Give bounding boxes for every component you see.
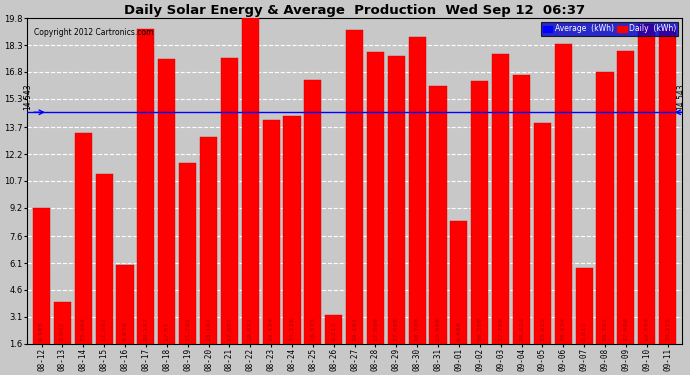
Bar: [618, 51, 634, 344]
Bar: [575, 268, 593, 344]
Bar: [284, 116, 301, 344]
Text: 17.607: 17.607: [227, 317, 232, 341]
Bar: [96, 174, 112, 344]
Bar: [471, 81, 489, 344]
Text: 17.51: 17.51: [164, 321, 169, 341]
Text: 11.701: 11.701: [185, 317, 190, 341]
Text: 3.213: 3.213: [331, 321, 336, 341]
Bar: [179, 163, 196, 344]
Text: 14.318: 14.318: [290, 317, 295, 341]
Text: Copyright 2012 Cartronics.com: Copyright 2012 Cartronics.com: [34, 28, 153, 37]
Bar: [263, 120, 279, 344]
Bar: [388, 56, 405, 344]
Text: 17.989: 17.989: [623, 317, 629, 341]
Bar: [158, 59, 175, 344]
Bar: [221, 57, 238, 344]
Bar: [346, 30, 363, 344]
Text: 18.768: 18.768: [415, 317, 420, 341]
Text: 8.484: 8.484: [456, 321, 462, 341]
Text: 19.161: 19.161: [352, 317, 357, 341]
Bar: [659, 28, 676, 344]
Text: 16.268: 16.268: [477, 317, 482, 341]
Bar: [137, 29, 155, 344]
Text: 3.907: 3.907: [60, 322, 65, 341]
Bar: [33, 208, 50, 344]
Text: 9.185: 9.185: [39, 321, 44, 341]
Text: 18.374: 18.374: [561, 317, 566, 341]
Text: 11.062: 11.062: [101, 317, 107, 341]
Legend: Average  (kWh), Daily  (kWh): Average (kWh), Daily (kWh): [541, 22, 678, 36]
Text: 16.373: 16.373: [310, 317, 315, 341]
Text: 19.187: 19.187: [144, 317, 148, 341]
Text: 17.899: 17.899: [373, 317, 378, 341]
Bar: [429, 86, 446, 344]
Bar: [534, 123, 551, 344]
Text: 16.639: 16.639: [519, 317, 524, 341]
Text: 14.543: 14.543: [23, 83, 32, 110]
Text: 13.915: 13.915: [540, 317, 545, 341]
Bar: [513, 75, 530, 344]
Bar: [200, 136, 217, 344]
Bar: [325, 315, 342, 344]
Text: 16.797: 16.797: [602, 317, 607, 341]
Text: 5.811: 5.811: [582, 321, 586, 341]
Text: 17.789: 17.789: [498, 317, 503, 341]
Bar: [54, 302, 71, 344]
Text: 15.996: 15.996: [435, 317, 440, 341]
Text: 14.114: 14.114: [268, 317, 274, 341]
Bar: [117, 265, 134, 344]
Text: 19.494: 19.494: [644, 317, 649, 341]
Text: 19.275: 19.275: [665, 317, 670, 341]
Text: 14.543: 14.543: [677, 83, 686, 110]
Bar: [75, 133, 92, 344]
Bar: [408, 37, 426, 344]
Title: Daily Solar Energy & Average  Production  Wed Sep 12  06:37: Daily Solar Energy & Average Production …: [124, 4, 585, 17]
Bar: [451, 220, 467, 344]
Bar: [241, 18, 259, 344]
Bar: [555, 44, 572, 344]
Text: 19.831: 19.831: [248, 317, 253, 341]
Bar: [492, 54, 509, 344]
Text: 5.979: 5.979: [123, 321, 128, 341]
Bar: [304, 80, 322, 344]
Text: 13.404: 13.404: [81, 317, 86, 341]
Text: 13.181: 13.181: [206, 317, 211, 341]
Bar: [596, 72, 613, 344]
Bar: [367, 52, 384, 344]
Text: 17.688: 17.688: [394, 317, 399, 341]
Bar: [638, 24, 655, 344]
